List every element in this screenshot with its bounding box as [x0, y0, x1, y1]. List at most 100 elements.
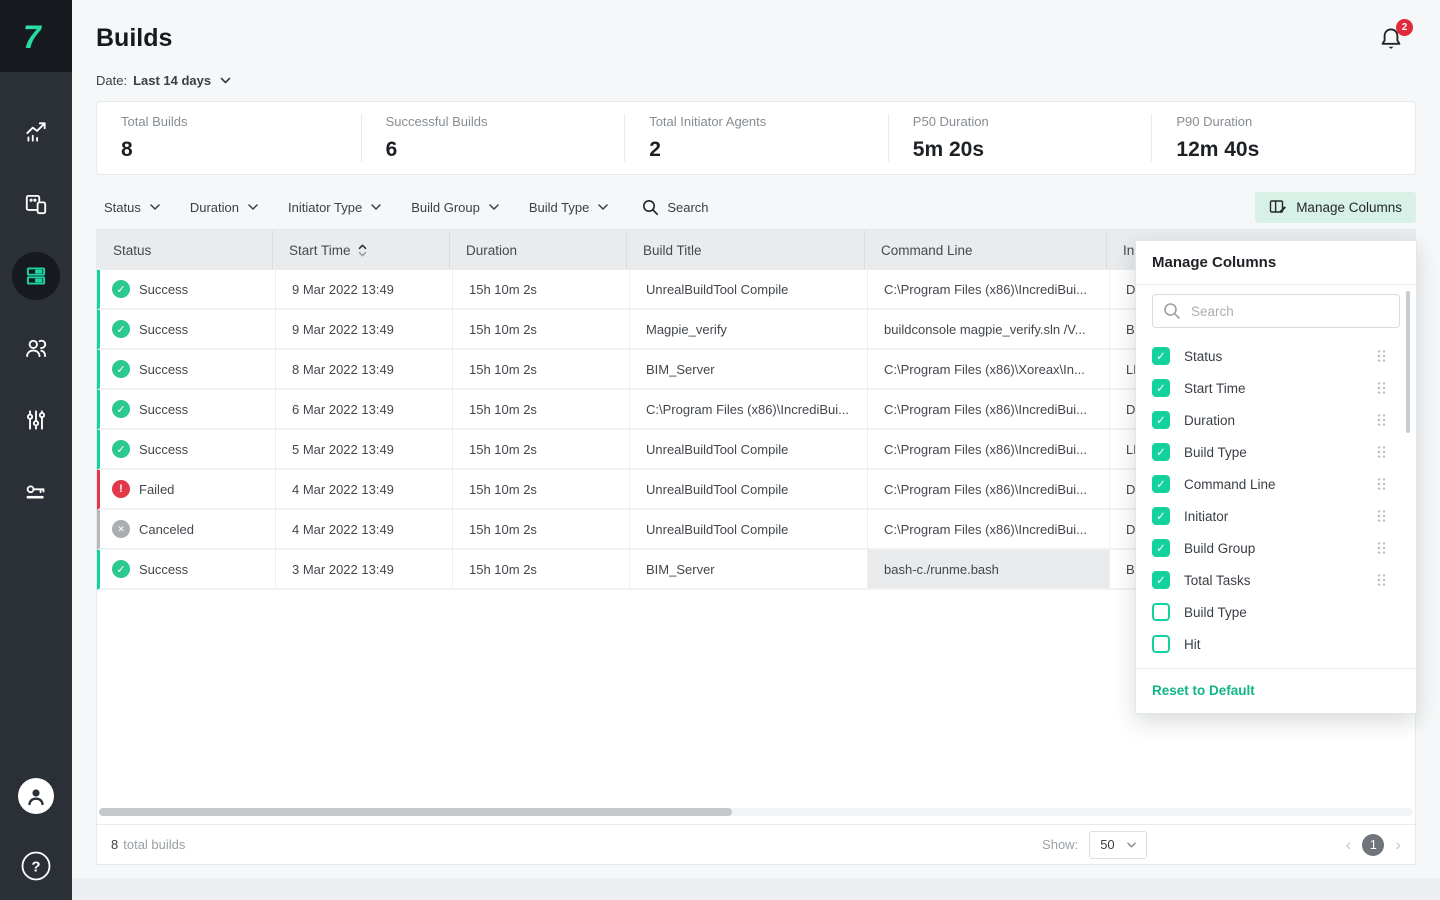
status-cell: Success	[100, 350, 275, 388]
panel-search-input[interactable]	[1189, 302, 1389, 320]
duration-cell: 15h 10m 2s	[452, 430, 629, 468]
filter-dropdown[interactable]: Duration	[190, 200, 258, 215]
stat-card: P50 Duration 5m 20s	[887, 114, 1152, 162]
column-header-label: Command Line	[881, 242, 973, 258]
date-filter[interactable]: Date: Last 14 days	[96, 73, 1416, 88]
drag-handle-icon[interactable]	[1377, 477, 1386, 491]
avatar[interactable]	[18, 778, 54, 814]
page-size-value: 50	[1100, 837, 1115, 852]
stat-label: P90 Duration	[1176, 114, 1253, 129]
column-header[interactable]: Status	[97, 230, 272, 270]
drag-handle-icon[interactable]	[1377, 573, 1386, 587]
chevron-down-icon	[598, 204, 609, 210]
checkbox[interactable]	[1152, 635, 1170, 653]
horizontal-scrollbar-thumb[interactable]	[99, 808, 732, 816]
column-toggle-label: Command Line	[1184, 476, 1276, 492]
drag-wrap	[1377, 541, 1400, 555]
checkbox[interactable]	[1152, 411, 1170, 429]
filter-dropdown[interactable]: Initiator Type	[288, 200, 381, 215]
sidebar-item-settings[interactable]	[12, 396, 60, 444]
reset-to-default-link[interactable]: Reset to Default	[1152, 683, 1255, 698]
start-time-cell: 8 Mar 2022 13:49	[275, 350, 452, 388]
filter-dropdown[interactable]: Status	[104, 200, 160, 215]
notifications-button[interactable]: 2	[1378, 18, 1413, 52]
manage-columns-button[interactable]: Manage Columns	[1255, 191, 1416, 223]
command-line-cell: buildconsole magpie_verify.sln /V...	[867, 310, 1109, 348]
drag-handle-icon[interactable]	[1377, 509, 1386, 523]
next-page-button[interactable]: ›	[1395, 835, 1401, 854]
column-header[interactable]: Command Line	[864, 230, 1106, 270]
status-cell: Success	[100, 310, 275, 348]
checkbox[interactable]	[1152, 475, 1170, 493]
brand-arrow-icon: 7	[23, 19, 43, 55]
checkbox-wrap	[1152, 411, 1170, 429]
filter-label: Initiator Type	[288, 199, 363, 215]
checkbox[interactable]	[1152, 603, 1170, 621]
drag-handle-icon[interactable]	[1377, 381, 1386, 395]
status-icon	[112, 320, 130, 338]
drag-handle-icon[interactable]	[1377, 413, 1386, 427]
drag-handle-icon[interactable]	[1377, 349, 1386, 363]
app-logo[interactable]: 7	[0, 0, 72, 72]
checkbox[interactable]	[1152, 347, 1170, 365]
build-title-cell: Magpie_verify	[629, 310, 867, 348]
sidebar-item-agents[interactable]	[12, 180, 60, 228]
drag-wrap	[1377, 573, 1400, 587]
current-page-button[interactable]: 1	[1362, 833, 1385, 856]
column-header[interactable]: Start Time	[272, 230, 449, 270]
panel-footer: Reset to Default	[1136, 668, 1416, 713]
status-label: Success	[139, 281, 189, 297]
column-header-label: Duration	[466, 242, 518, 258]
previous-page-button[interactable]: ‹	[1345, 835, 1352, 854]
checkbox-wrap	[1152, 571, 1170, 589]
drag-wrap	[1377, 445, 1400, 459]
checkbox[interactable]	[1152, 379, 1170, 397]
column-toggle-label: Build Type	[1184, 444, 1247, 460]
search-button[interactable]: Search	[642, 199, 709, 216]
sidebar-item-builds[interactable]	[12, 252, 60, 300]
date-filter-value: Last 14 days	[133, 73, 212, 88]
build-title-cell: UnrealBuildTool Compile	[629, 510, 867, 548]
sidebar-item-analytics[interactable]	[12, 108, 60, 156]
filters-toolbar: Status Duration Initiator Type	[96, 191, 1416, 223]
checkbox[interactable]	[1152, 443, 1170, 461]
panel-scrollbar[interactable]	[1406, 291, 1410, 433]
notification-badge: 2	[1396, 18, 1413, 36]
stats-cards: Total Builds 8 Successful Builds 6 Total…	[96, 101, 1416, 175]
start-time-cell: 5 Mar 2022 13:49	[275, 430, 452, 468]
stat-card: Total Builds 8	[97, 114, 361, 162]
sidebar-item-licenses[interactable]	[12, 468, 60, 516]
checkbox[interactable]	[1152, 571, 1170, 589]
chevron-down-icon	[371, 204, 381, 210]
sidebar-item-users[interactable]	[12, 324, 60, 372]
status-cell: Canceled	[100, 510, 275, 548]
filter-dropdown[interactable]: Build Type	[529, 200, 609, 215]
status-icon	[112, 560, 130, 578]
status-label: Success	[139, 361, 189, 377]
sort-icon[interactable]	[358, 244, 367, 257]
status-cell: Success	[100, 430, 275, 468]
command-line-cell: C:\Program Files (x86)\IncrediBui...	[867, 470, 1109, 508]
drag-wrap	[1377, 605, 1400, 619]
horizontal-scrollbar[interactable]	[99, 808, 1413, 816]
column-header[interactable]: Build Title	[626, 230, 864, 270]
start-time-cell: 3 Mar 2022 13:49	[275, 550, 452, 588]
stat-value: 12m 40s	[1176, 138, 1260, 161]
help-button[interactable]: ?	[20, 850, 52, 882]
column-header[interactable]: Duration	[449, 230, 626, 270]
filter-label: Build Group	[411, 199, 480, 215]
page-size-select[interactable]: 50	[1089, 830, 1147, 859]
drag-handle-icon[interactable]	[1377, 541, 1386, 555]
column-toggle-item: Command Line	[1152, 468, 1400, 500]
drag-handle-icon[interactable]	[1377, 445, 1386, 459]
filter-dropdown[interactable]: Build Group	[411, 200, 499, 215]
column-header-label: Status	[113, 242, 152, 258]
stat-label: Total Initiator Agents	[649, 114, 767, 129]
settings-sliders-icon	[23, 407, 49, 433]
builds-icon	[23, 263, 49, 289]
table-footer: 8 total builds Show: 50 ‹ 1 ›	[97, 824, 1415, 864]
build-title-cell: BIM_Server	[629, 350, 867, 388]
checkbox[interactable]	[1152, 507, 1170, 525]
checkbox[interactable]	[1152, 539, 1170, 557]
column-toggle-item: Build Group	[1152, 532, 1400, 564]
